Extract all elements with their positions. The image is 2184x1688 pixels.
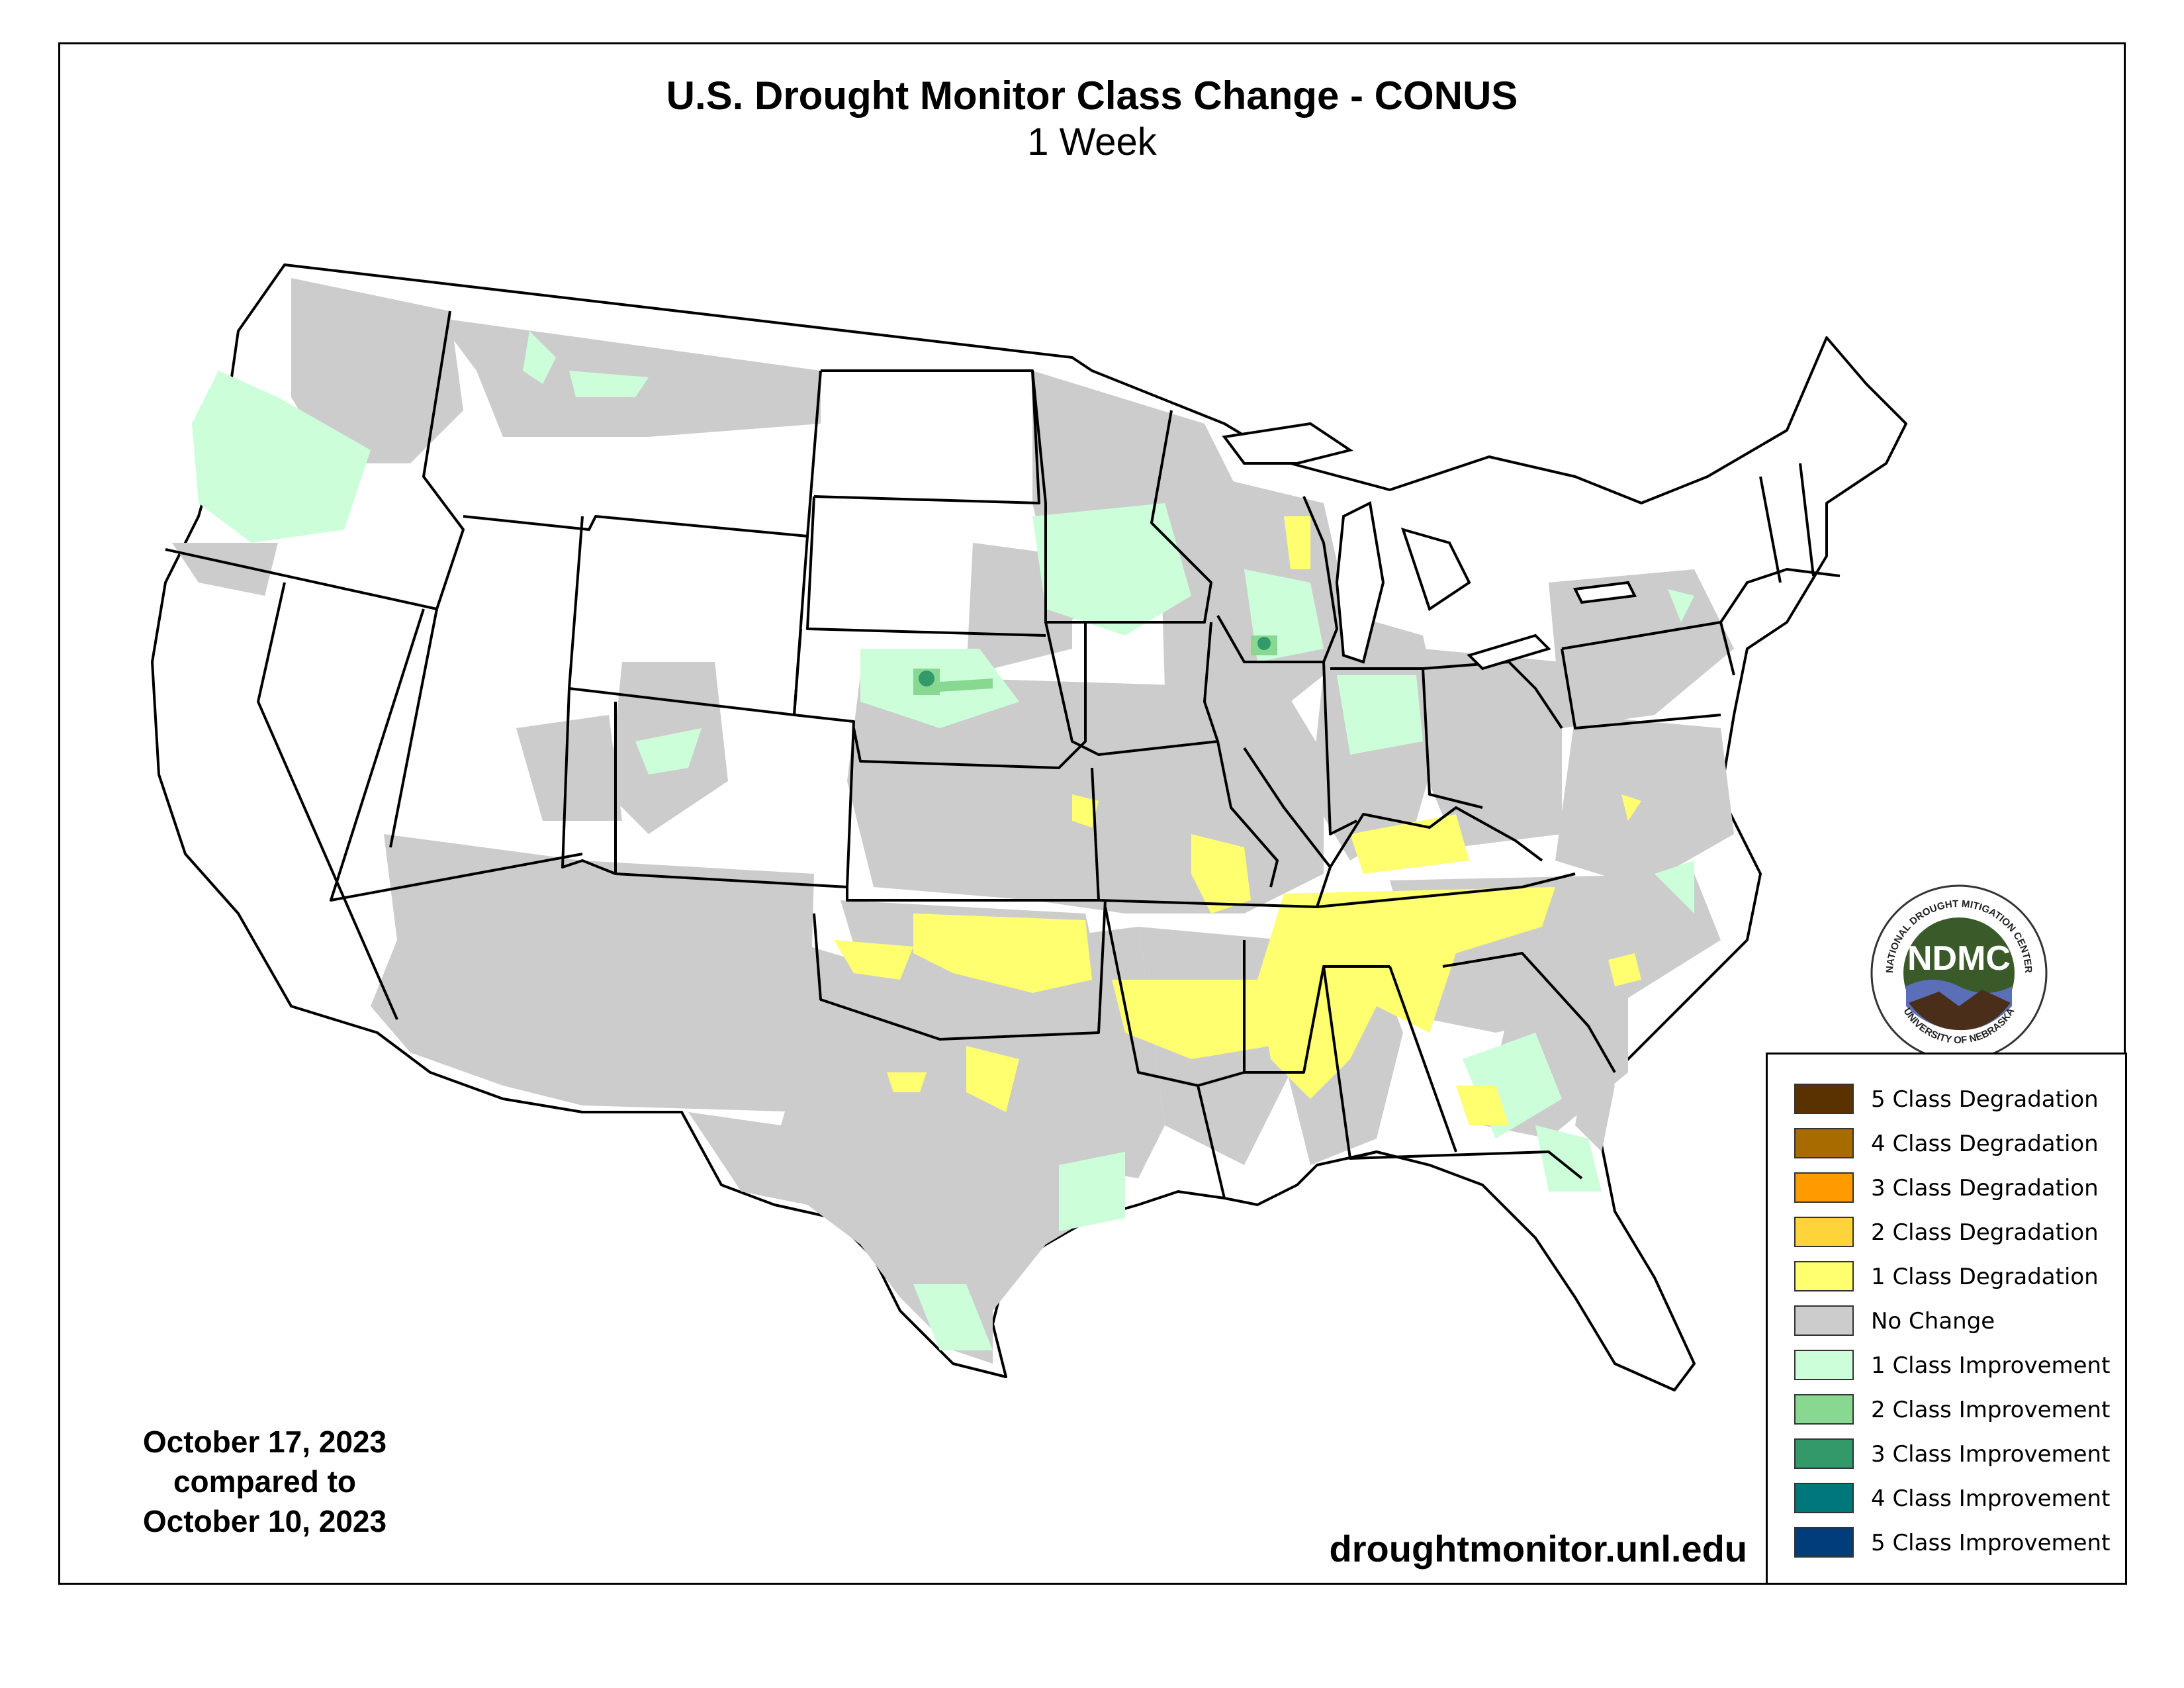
legend-swatch	[1794, 1394, 1854, 1425]
legend-label: 1 Class Improvement	[1871, 1352, 2111, 1379]
logo-acronym: NDMC	[1907, 939, 2011, 978]
legend-item-3-class-degradation: 3 Class Degradation	[1794, 1172, 2125, 1203]
legend-swatch	[1794, 1217, 1854, 1247]
previous-date: October 10, 2023	[142, 1504, 387, 1538]
legend-swatch	[1794, 1527, 1854, 1558]
legend-swatch	[1794, 1483, 1854, 1513]
legend-item-1-class-improvement: 1 Class Improvement	[1794, 1350, 2125, 1380]
legend-swatch	[1794, 1438, 1854, 1469]
legend-item-4-class-improvement: 4 Class Improvement	[1794, 1483, 2125, 1513]
improvement-3-regions	[919, 637, 1271, 686]
legend-label: 4 Class Degradation	[1871, 1131, 2099, 1157]
state-boundaries	[165, 310, 1841, 1199]
legend-item-1-class-degradation: 1 Class Degradation	[1794, 1261, 2125, 1291]
legend-label: 5 Class Degradation	[1871, 1086, 2099, 1113]
great-lakes	[1222, 422, 1637, 671]
improvement-1-regions	[192, 331, 1694, 1350]
legend-label: 3 Class Degradation	[1871, 1175, 2099, 1201]
legend-item-5-class-degradation: 5 Class Degradation	[1794, 1084, 2125, 1114]
legend: 5 Class Degradation 4 Class Degradation …	[1766, 1053, 2127, 1585]
legend-swatch	[1794, 1305, 1854, 1336]
legend-label: 3 Class Improvement	[1871, 1441, 2111, 1468]
legend-label: 2 Class Improvement	[1871, 1397, 2111, 1423]
legend-label: No Change	[1871, 1308, 1995, 1335]
map-title: U.S. Drought Monitor Class Change - CONU…	[666, 73, 1518, 118]
date-block: October 17, 2023 compared to October 10,…	[86, 1422, 443, 1541]
legend-label: 4 Class Improvement	[1871, 1485, 2111, 1512]
legend-item-no-change: No Change	[1794, 1305, 2125, 1336]
website-link[interactable]: droughtmonitor.unl.edu	[1329, 1528, 1747, 1570]
legend-label: 2 Class Degradation	[1871, 1219, 2099, 1246]
legend-item-2-class-degradation: 2 Class Degradation	[1794, 1217, 2125, 1247]
map-subtitle: 1 Week	[1027, 120, 1157, 164]
legend-swatch	[1794, 1261, 1854, 1291]
legend-swatch	[1794, 1128, 1854, 1158]
degradation-1-regions	[834, 516, 1641, 1125]
legend-swatch	[1794, 1172, 1854, 1203]
legend-item-4-class-degradation: 4 Class Degradation	[1794, 1128, 2125, 1158]
legend-item-3-class-improvement: 3 Class Improvement	[1794, 1438, 2125, 1469]
legend-label: 1 Class Degradation	[1871, 1264, 2099, 1290]
ndmc-logo: NDMC NATIONAL DROUGHT MITIGATION CENTER …	[1870, 884, 2048, 1062]
legend-item-5-class-improvement: 5 Class Improvement	[1794, 1527, 2125, 1558]
legend-label: 5 Class Improvement	[1871, 1530, 2111, 1556]
legend-swatch	[1794, 1350, 1854, 1380]
compared-to-label: compared to	[173, 1464, 357, 1499]
legend-swatch	[1794, 1084, 1854, 1114]
legend-item-2-class-improvement: 2 Class Improvement	[1794, 1394, 2125, 1425]
current-date: October 17, 2023	[142, 1425, 387, 1459]
